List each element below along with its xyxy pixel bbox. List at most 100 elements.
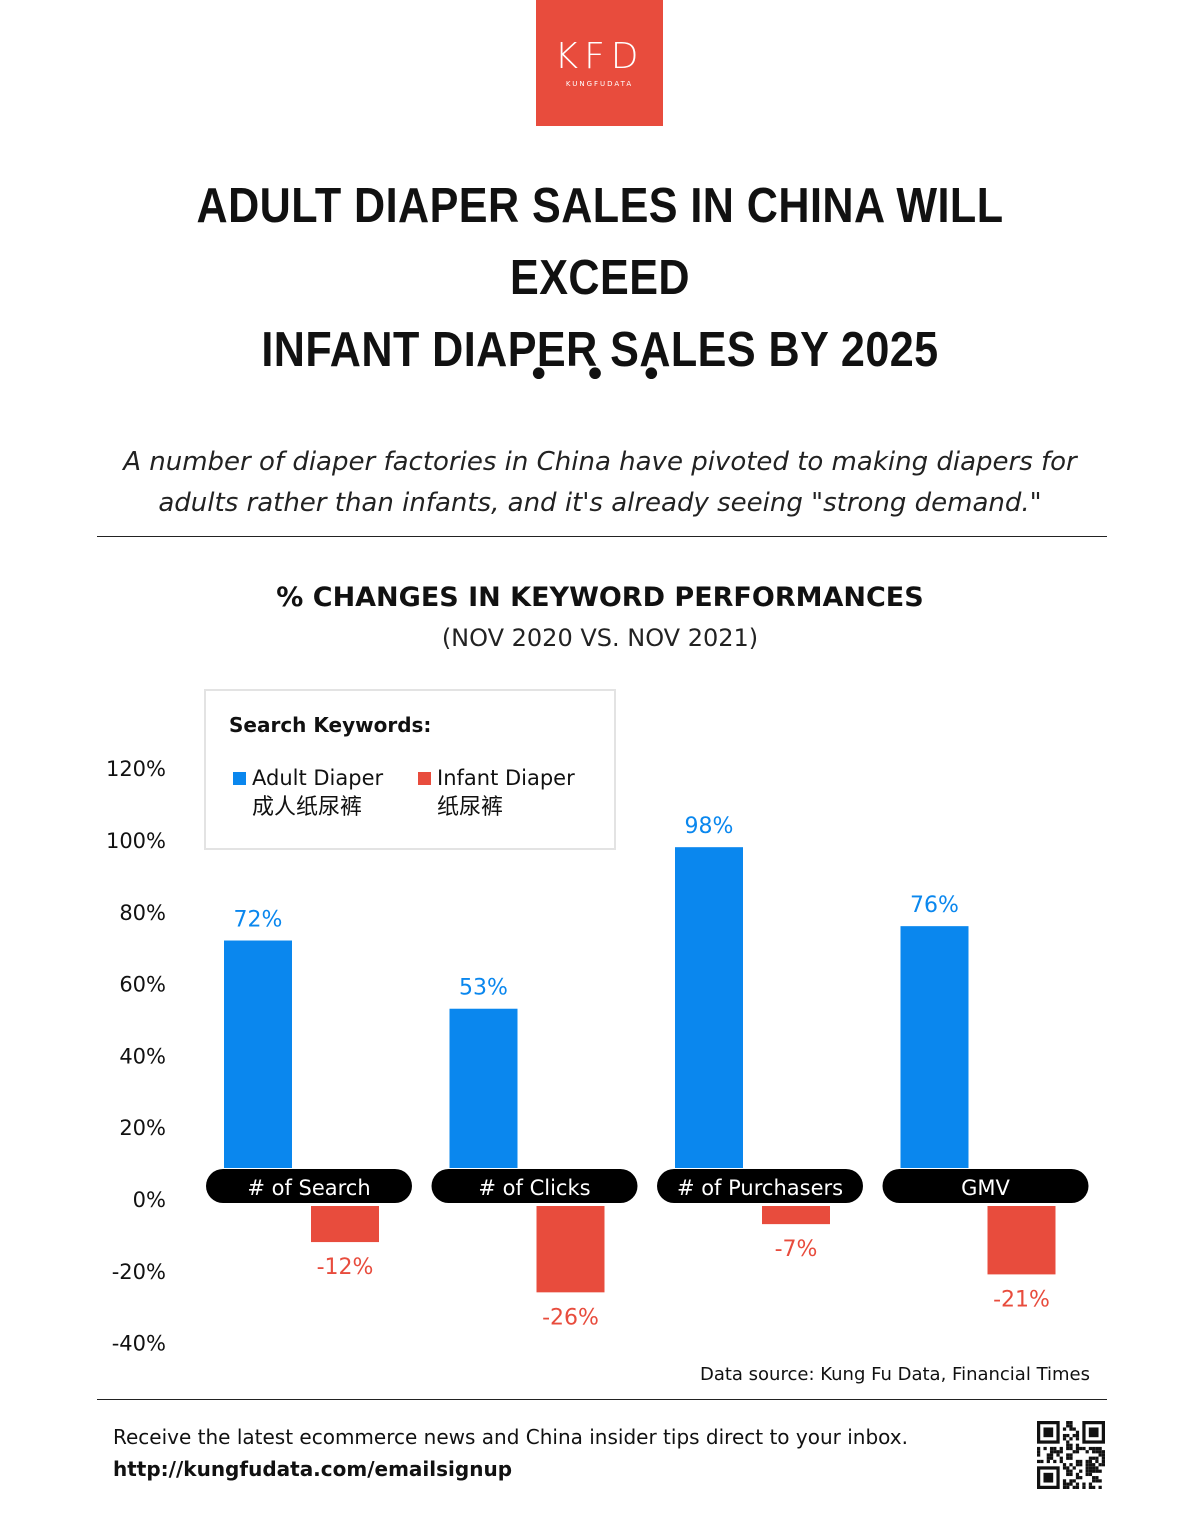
- qr-module: [1075, 1459, 1080, 1464]
- intro-line-1: A number of diaper factories in China ha…: [123, 447, 1077, 477]
- bar-infant: [762, 1206, 830, 1225]
- qr-module: [1037, 1450, 1041, 1454]
- qr-module: [1066, 1466, 1070, 1470]
- qr-module: [1062, 1466, 1067, 1470]
- y-tick-label: -20%: [112, 1260, 166, 1284]
- qr-module: [1043, 1427, 1054, 1438]
- qr-module: [1101, 1463, 1105, 1467]
- qr-module: [1062, 1437, 1067, 1441]
- qr-module: [1069, 1421, 1073, 1425]
- qr-module: [1062, 1427, 1067, 1431]
- bar-adult: [224, 940, 292, 1168]
- qr-module: [1059, 1450, 1063, 1454]
- bar-infant: [311, 1206, 379, 1243]
- qr-module: [1053, 1450, 1057, 1454]
- title-line-2: INFANT DIAPER SALES BY 2025: [261, 323, 939, 377]
- qr-module: [1095, 1450, 1099, 1454]
- qr-module: [1088, 1472, 1093, 1477]
- category-pill: [882, 1169, 1089, 1203]
- qr-module: [1092, 1456, 1096, 1460]
- qr-module: [1059, 1459, 1063, 1464]
- qr-module: [1066, 1485, 1070, 1489]
- qr-module: [1088, 1469, 1093, 1473]
- qr-module: [1101, 1459, 1105, 1464]
- qr-module: [1046, 1459, 1050, 1464]
- qr-module: [1046, 1456, 1050, 1460]
- qr-module: [1092, 1446, 1096, 1451]
- qr-module: [1079, 1469, 1083, 1473]
- qr-module: [1092, 1485, 1096, 1489]
- qr-module: [1072, 1450, 1076, 1454]
- y-tick-label: 80%: [119, 901, 166, 925]
- qr-module: [1095, 1446, 1099, 1451]
- qr-module: [1075, 1443, 1080, 1447]
- qr-module: [1101, 1456, 1105, 1460]
- qr-module: [1066, 1453, 1070, 1457]
- qr-module: [1092, 1479, 1096, 1483]
- qr-module: [1095, 1456, 1099, 1460]
- chart-title: % CHANGES IN KEYWORD PERFORMANCES: [276, 582, 924, 613]
- legend-label-infant: Infant Diaper: [437, 766, 575, 790]
- qr-module: [1072, 1427, 1076, 1431]
- qr-module: [1085, 1459, 1089, 1464]
- data-label-adult: 76%: [910, 893, 959, 918]
- qr-module: [1085, 1450, 1089, 1454]
- qr-module: [1069, 1479, 1073, 1483]
- chart-legend: Search Keywords: Adult Diaper 成人纸尿裤 Infa…: [204, 689, 616, 850]
- data-source: Data source: Kung Fu Data, Financial Tim…: [699, 1364, 1090, 1385]
- legend-item-infant: Infant Diaper 纸尿裤: [418, 763, 575, 823]
- legend-swatch-infant: [418, 772, 431, 785]
- category-pill: [206, 1169, 412, 1203]
- qr-module: [1092, 1476, 1096, 1480]
- bar-chart: 120% 100% 80% 60% 40% 20% 0% -20% -40% 72% -12% # o…: [106, 757, 1089, 1356]
- qr-module: [1066, 1443, 1070, 1447]
- qr-module: [1088, 1463, 1093, 1467]
- qr-module: [1079, 1446, 1083, 1451]
- ellipsis-divider: • • •: [526, 352, 674, 398]
- footer-text: Receive the latest ecommerce news and Ch…: [113, 1425, 908, 1449]
- qr-module: [1082, 1446, 1086, 1451]
- qr-module: [1066, 1446, 1070, 1451]
- signup-link[interactable]: http://kungfudata.com/emailsignup: [113, 1457, 513, 1481]
- qr-module: [1066, 1472, 1070, 1477]
- qr-module: [1075, 1450, 1080, 1454]
- qr-module: [1069, 1463, 1073, 1467]
- qr-module: [1092, 1450, 1096, 1454]
- qr-module: [1095, 1459, 1099, 1464]
- qr-module: [1049, 1456, 1054, 1460]
- qr-module: [1062, 1433, 1067, 1438]
- legend-label-infant-cn: 纸尿裤: [437, 795, 504, 820]
- y-tick-label: 20%: [119, 1116, 166, 1140]
- y-tick-label: -40%: [112, 1332, 166, 1356]
- qr-module: [1069, 1446, 1073, 1451]
- qr-module: [1085, 1472, 1089, 1477]
- qr-module: [1043, 1446, 1047, 1451]
- data-label-infant: -7%: [775, 1237, 818, 1262]
- bottom-divider: [97, 1399, 1107, 1400]
- qr-module: [1101, 1450, 1105, 1454]
- category-pill: [657, 1169, 863, 1203]
- qr-module: [1037, 1459, 1041, 1464]
- qr-module: [1062, 1479, 1067, 1483]
- qr-module: [1075, 1472, 1080, 1477]
- bar-infant: [536, 1206, 605, 1293]
- qr-module: [1069, 1427, 1073, 1431]
- qr-module: [1059, 1456, 1063, 1460]
- qr-module: [1049, 1450, 1054, 1454]
- qr-module: [1098, 1446, 1102, 1451]
- qr-module: [1069, 1469, 1073, 1473]
- qr-code-icon[interactable]: [1037, 1421, 1105, 1489]
- y-tick-label: 40%: [119, 1044, 166, 1068]
- legend-item-adult: Adult Diaper 成人纸尿裤: [233, 763, 383, 823]
- legend-title: Search Keywords:: [229, 713, 432, 737]
- qr-module: [1069, 1456, 1073, 1460]
- qr-module: [1069, 1437, 1073, 1441]
- y-tick-label: 0%: [133, 1188, 166, 1212]
- qr-module: [1072, 1485, 1076, 1489]
- qr-module: [1079, 1459, 1083, 1464]
- qr-module: [1053, 1459, 1057, 1464]
- qr-module: [1072, 1479, 1076, 1483]
- qr-module: [1072, 1433, 1076, 1438]
- qr-module: [1082, 1485, 1086, 1489]
- qr-module: [1037, 1446, 1041, 1451]
